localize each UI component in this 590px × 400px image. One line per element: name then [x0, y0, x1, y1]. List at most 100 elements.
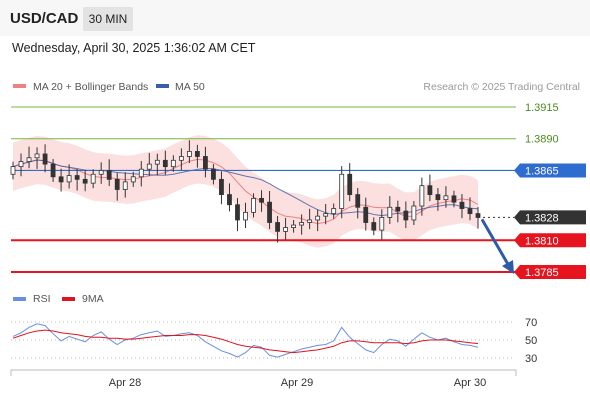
- rsi-legend: RSI 9MA: [13, 293, 104, 305]
- candle-body: [50, 163, 56, 178]
- candle: [162, 150, 168, 175]
- candle-body: [211, 168, 216, 180]
- datetime-label: Wednesday, April 30, 2025 1:36:02 AM CET: [12, 41, 256, 55]
- candle-body: [363, 206, 369, 223]
- candle: [315, 209, 321, 232]
- timeframe-button[interactable]: 30 MIN: [83, 7, 133, 31]
- level-label: 1.3865: [525, 165, 559, 177]
- projection-arrow: [480, 218, 514, 274]
- candle-body: [395, 206, 401, 212]
- candle-body: [26, 157, 32, 162]
- candle: [34, 147, 40, 169]
- price-legend: MA 20 + Bollinger Bands MA 50 Research ©…: [13, 81, 580, 93]
- candle-body: [162, 159, 168, 168]
- candle: [203, 146, 208, 178]
- candle: [219, 171, 224, 205]
- ma20-line: [12, 158, 479, 225]
- candle-body: [10, 166, 16, 175]
- candle-body: [427, 185, 433, 195]
- candle-body: [443, 195, 449, 201]
- rsi-ma-legend-swatch: [62, 297, 75, 301]
- candle-body: [170, 159, 176, 168]
- candle: [154, 153, 160, 176]
- candle: [475, 207, 481, 229]
- bb-legend-label: MA 20 + Bollinger Bands: [33, 81, 148, 93]
- candle: [291, 219, 297, 233]
- candle-body: [419, 185, 425, 207]
- candle: [283, 217, 288, 240]
- candle: [307, 208, 313, 230]
- candle-body: [347, 173, 353, 195]
- candle-body: [403, 210, 409, 221]
- candle: [371, 217, 377, 236]
- candle-body: [259, 197, 264, 203]
- level-tag-bg: [514, 265, 586, 279]
- candle-body: [331, 208, 337, 215]
- level-tag-1.3828: 1.3828: [514, 210, 586, 225]
- x-tick-label: Apr 28: [109, 377, 141, 389]
- bb-legend-swatch: [13, 84, 26, 88]
- candle-body: [82, 178, 88, 184]
- candle: [251, 193, 256, 218]
- projection-arrowhead: [502, 260, 514, 274]
- level-tag-1.3865: 1.3865: [514, 163, 586, 178]
- candle-body: [299, 222, 305, 226]
- candle: [387, 196, 393, 225]
- candle-body: [307, 219, 313, 223]
- level-label: 1.3785: [525, 267, 559, 279]
- candle: [323, 203, 329, 225]
- rsi-tick-label: 30: [525, 353, 537, 365]
- candle-body: [379, 217, 385, 231]
- candle-body: [138, 168, 144, 178]
- level-tag-bg: [514, 233, 586, 248]
- candle-body: [459, 201, 465, 209]
- x-tick-label: Apr 30: [454, 377, 486, 389]
- candle: [339, 166, 345, 219]
- rsi-tick-label: 70: [525, 317, 537, 329]
- candle-body: [106, 170, 112, 180]
- level-tag-bg: [514, 163, 586, 178]
- candle: [122, 172, 128, 198]
- candle: [459, 194, 465, 219]
- candle-body: [387, 206, 393, 218]
- candle: [42, 144, 48, 173]
- candle-body: [66, 175, 72, 183]
- candle: [395, 200, 401, 223]
- candles: [10, 140, 481, 243]
- candle: [243, 202, 248, 229]
- candle-body: [467, 208, 473, 215]
- candle: [211, 164, 216, 185]
- candle: [331, 203, 337, 219]
- candle: [146, 152, 152, 176]
- candle: [275, 215, 280, 243]
- candle: [363, 197, 369, 231]
- candle: [186, 140, 192, 164]
- candle-body: [219, 178, 224, 195]
- candle: [178, 148, 184, 170]
- level-tag-bg: [514, 210, 586, 225]
- candle-body: [58, 176, 64, 183]
- candle-body: [235, 204, 240, 221]
- candle: [299, 214, 305, 235]
- candle-body: [435, 194, 441, 201]
- candle: [66, 164, 72, 189]
- candle: [50, 159, 56, 182]
- candle-body: [475, 213, 481, 218]
- candle-body: [227, 194, 232, 206]
- candle: [451, 190, 457, 208]
- rsi-line: [12, 323, 479, 358]
- candle-body: [251, 197, 256, 213]
- candle: [355, 187, 361, 219]
- candle: [467, 197, 473, 221]
- candle: [26, 146, 32, 169]
- candle-body: [74, 175, 80, 180]
- candle: [427, 174, 433, 202]
- candle: [130, 171, 136, 187]
- candle-body: [267, 201, 272, 223]
- rsi-legend-label: RSI: [33, 293, 51, 305]
- candle-body: [130, 176, 136, 183]
- rsi-ma-legend-label: 9MA: [82, 293, 104, 305]
- candle-body: [186, 151, 192, 157]
- candle: [403, 201, 409, 229]
- candle-body: [411, 205, 417, 221]
